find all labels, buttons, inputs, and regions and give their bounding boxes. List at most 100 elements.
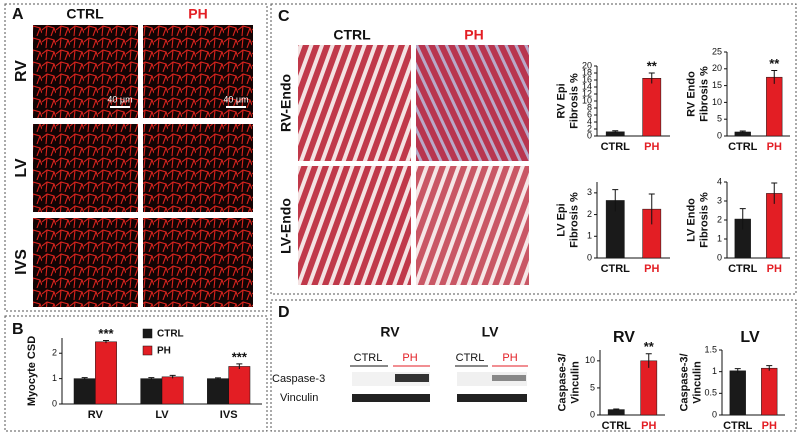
error-bar xyxy=(648,193,655,225)
error-bar xyxy=(613,408,620,411)
row-label: RV xyxy=(13,60,30,82)
error-bar xyxy=(771,182,778,204)
significance: *** xyxy=(232,349,248,364)
bar xyxy=(228,366,251,405)
scale-label: 40 μm xyxy=(107,94,132,104)
y-tick-label: 16 xyxy=(582,74,592,84)
micrograph xyxy=(143,25,253,118)
blot-title: LV xyxy=(482,324,500,340)
y-axis-label: Caspase-3/ xyxy=(556,353,568,411)
x-tick-label: PH xyxy=(644,141,659,153)
panel-box xyxy=(270,299,797,432)
panel-letter: C xyxy=(278,8,290,25)
y-tick-label: 10 xyxy=(582,95,592,105)
panel-box xyxy=(270,3,797,295)
micrograph xyxy=(143,124,253,212)
y-tick-label: 3 xyxy=(587,187,592,197)
significance: *** xyxy=(98,326,114,341)
error-bar xyxy=(215,377,221,380)
y-tick-label: 0 xyxy=(717,252,722,262)
y-axis-label: Caspase-3/ xyxy=(678,353,690,411)
column-label: PH xyxy=(464,27,483,43)
y-axis-label: Vinculin xyxy=(569,361,581,404)
significance: ** xyxy=(647,58,658,73)
y-tick-label: 18 xyxy=(582,67,592,77)
y-tick-label: 8 xyxy=(587,102,592,112)
micrographs xyxy=(33,25,253,307)
y-tick-label: 1 xyxy=(52,373,57,383)
band-label: Caspase-3 xyxy=(272,373,325,385)
row-label: LV-Endo xyxy=(278,198,294,254)
error-bar xyxy=(148,377,155,380)
error-bar xyxy=(766,365,773,371)
bar xyxy=(161,376,184,405)
x-tick-label: LV xyxy=(155,409,169,421)
y-axis-label: LV Epi xyxy=(555,203,567,236)
y-tick-label: 12 xyxy=(582,88,592,98)
significance: ** xyxy=(644,339,655,354)
bar xyxy=(642,78,662,137)
error-bar xyxy=(169,374,176,379)
x-tick-label: CTRL xyxy=(728,141,758,153)
error-bar xyxy=(734,368,741,373)
x-tick-label: PH xyxy=(767,263,782,275)
lane-label: PH xyxy=(502,352,517,364)
y-tick-label: 0 xyxy=(712,409,717,419)
bar xyxy=(766,76,783,137)
x-tick-label: CTRL xyxy=(601,263,631,275)
error-bar xyxy=(81,377,88,380)
error-bar xyxy=(771,69,778,84)
band-label: Vinculin xyxy=(280,392,318,404)
y-axis-label: RV Endo xyxy=(685,71,697,117)
y-tick-label: 4 xyxy=(587,116,592,126)
row-label: IVS xyxy=(13,249,30,275)
y-tick-label: 20 xyxy=(582,60,592,70)
blot-title: RV xyxy=(380,324,400,340)
bar xyxy=(95,341,117,405)
x-tick-label: PH xyxy=(762,420,777,432)
row-label: RV-Endo xyxy=(278,74,294,132)
micrograph xyxy=(33,124,138,212)
chart-title: LV xyxy=(740,329,760,346)
y-tick-label: 0 xyxy=(587,252,592,262)
y-tick-label: 20 xyxy=(712,63,722,73)
x-tick-label: RV xyxy=(88,409,104,421)
lane-label: PH xyxy=(402,352,417,364)
y-tick-label: 6 xyxy=(587,109,592,119)
y-axis-label: Fibrosis % xyxy=(568,192,580,248)
y-tick-label: 10 xyxy=(585,355,595,365)
y-tick-label: 5 xyxy=(717,114,722,124)
micrograph xyxy=(33,25,138,118)
x-tick-label: IVS xyxy=(220,409,238,421)
y-axis-label: RV Epi xyxy=(555,83,567,118)
x-tick-label: PH xyxy=(767,141,782,153)
bar xyxy=(207,378,229,405)
lane-label: CTRL xyxy=(354,352,383,364)
y-tick-label: 0.5 xyxy=(704,388,717,398)
bar xyxy=(607,409,625,416)
y-axis-label: LV Endo xyxy=(685,198,697,242)
row-label: LV xyxy=(13,158,30,178)
micrograph xyxy=(33,218,138,307)
panel-letter: B xyxy=(12,321,24,338)
significance: ** xyxy=(769,56,780,71)
y-tick-label: 0 xyxy=(590,409,595,419)
y-tick-label: 1 xyxy=(712,366,717,376)
y-tick-label: 25 xyxy=(712,46,722,56)
error-bar xyxy=(645,353,652,368)
x-tick-label: PH xyxy=(644,263,659,275)
error-bar xyxy=(612,189,619,212)
histology-image xyxy=(416,166,529,285)
panel-box xyxy=(4,3,268,312)
error-bar xyxy=(103,340,109,344)
chart-title: RV xyxy=(613,329,635,346)
bar xyxy=(761,367,778,416)
bar xyxy=(73,378,96,405)
error-bar xyxy=(612,130,619,133)
x-tick-label: CTRL xyxy=(601,141,631,153)
panel-letter: A xyxy=(12,6,24,23)
x-tick-label: CTRL xyxy=(602,420,632,432)
error-bar xyxy=(739,130,746,133)
legend-label: PH xyxy=(157,346,171,357)
legend-swatch xyxy=(142,328,153,339)
